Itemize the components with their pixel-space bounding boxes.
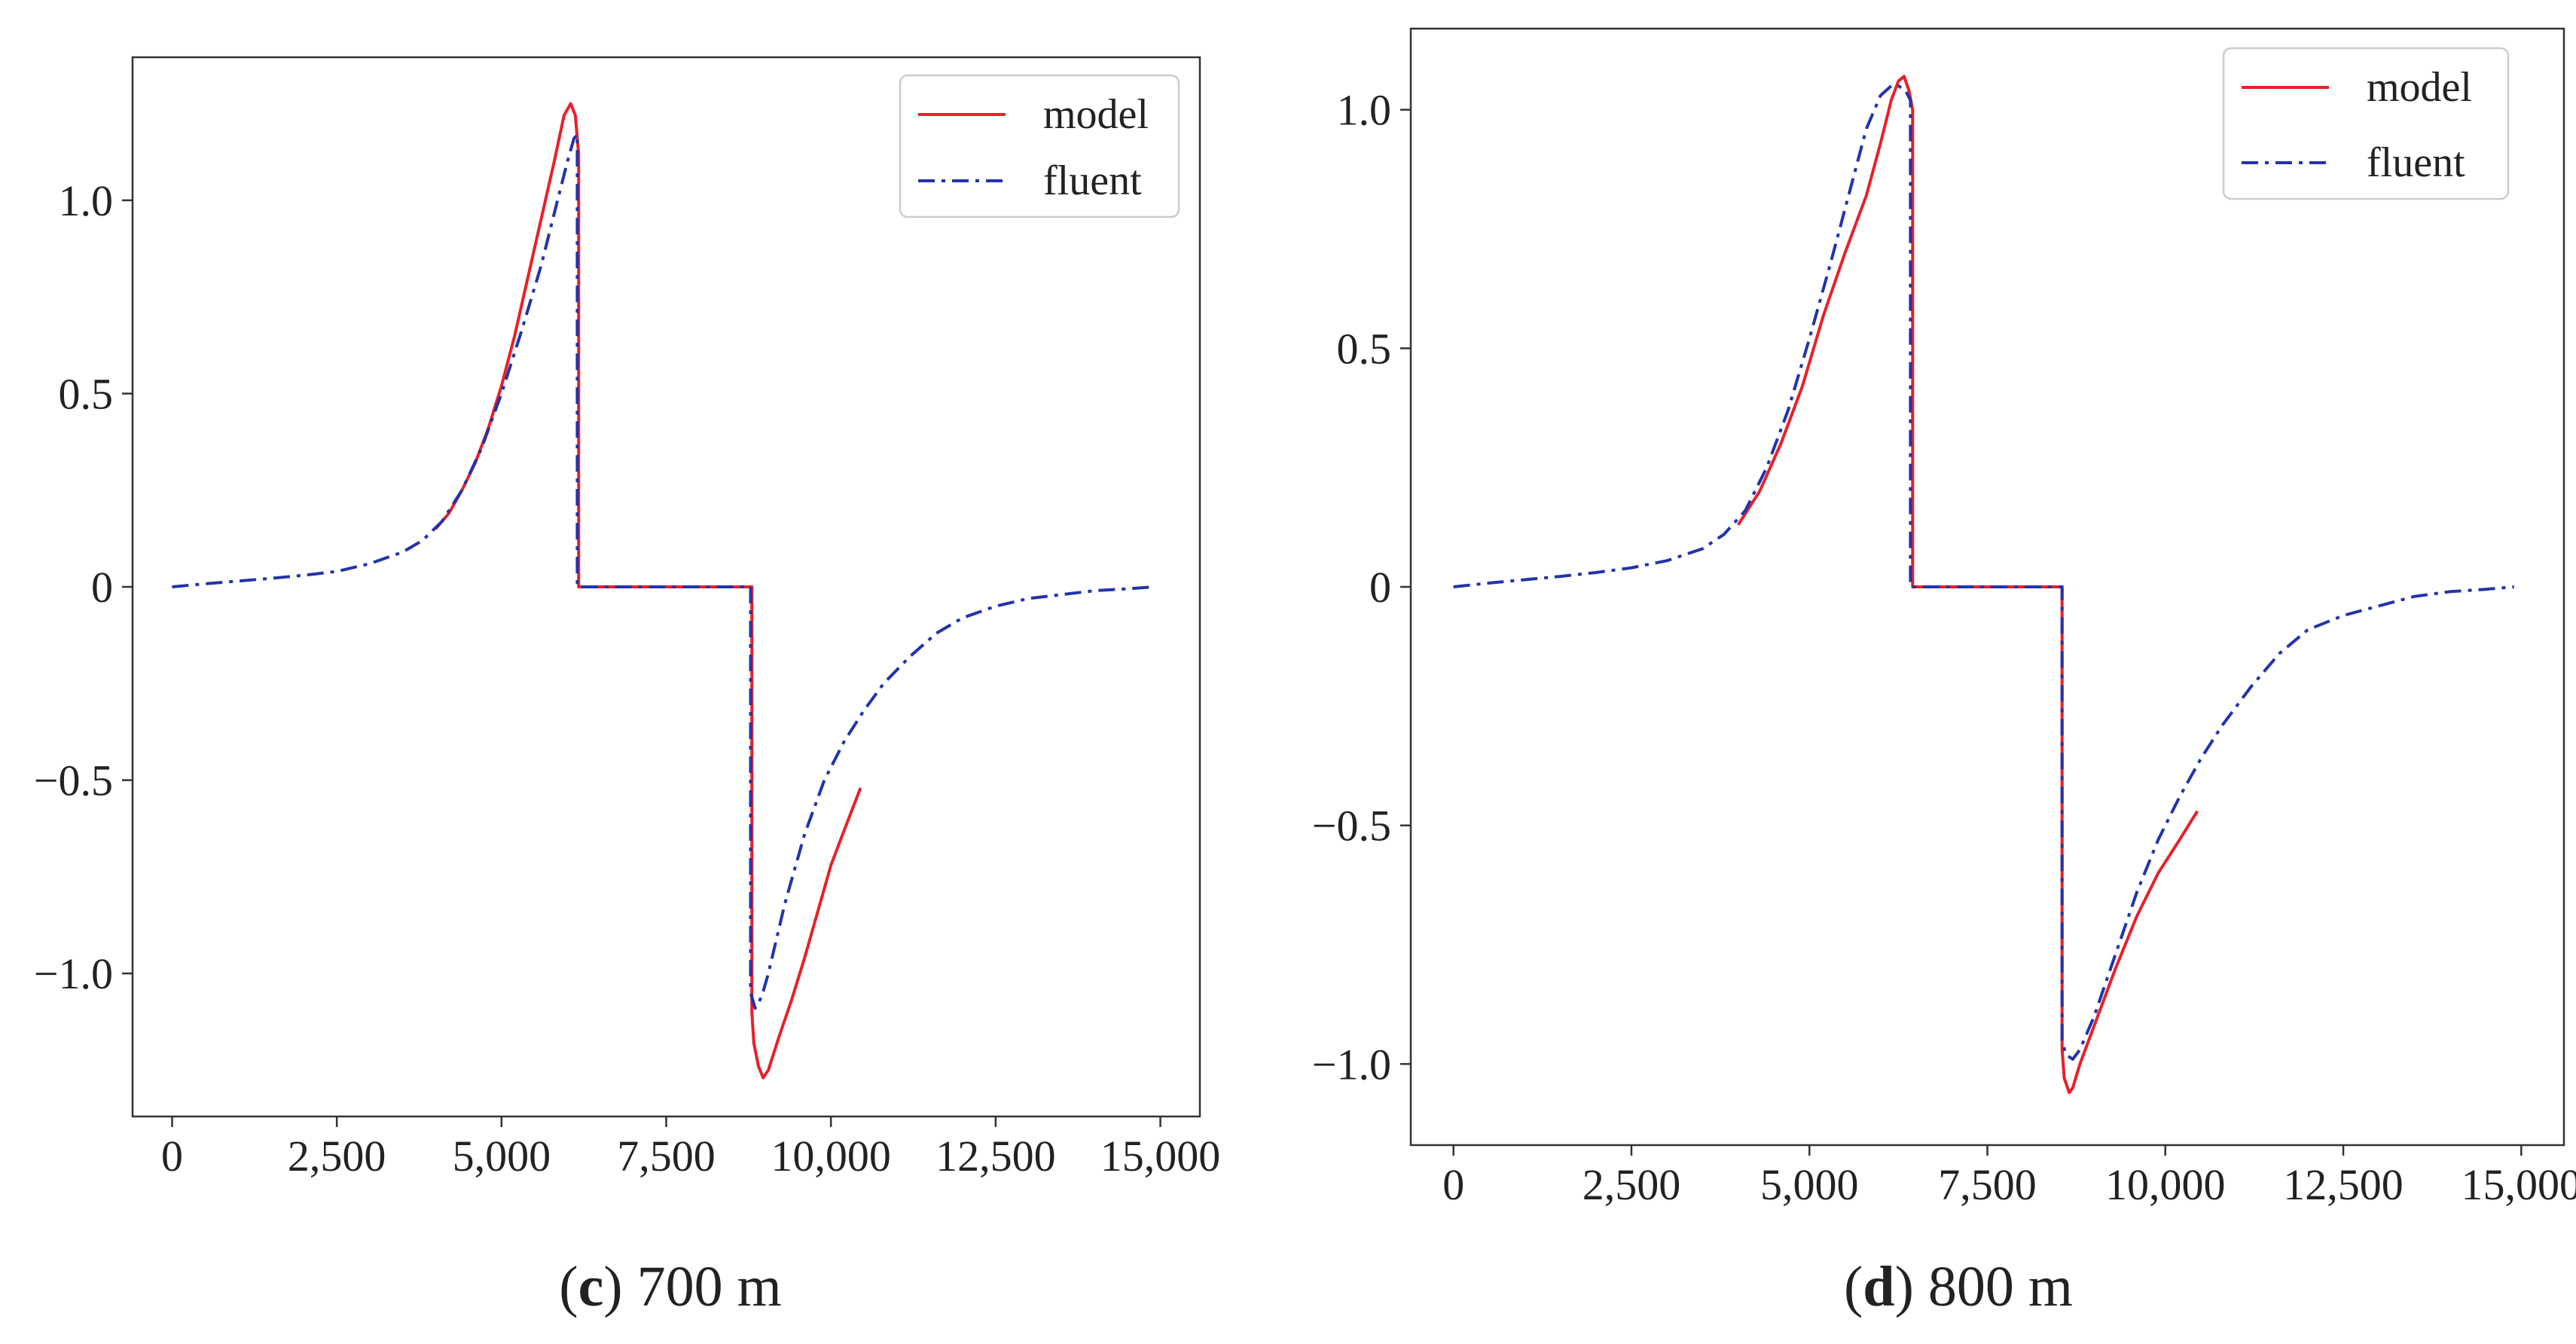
caption-d: (d) 800 m	[1843, 1255, 2074, 1318]
x-tick-label: 15,000	[1100, 1132, 1221, 1181]
series-line-fluent	[172, 133, 1154, 1010]
legend-label-fluent: fluent	[2367, 139, 2465, 186]
x-tick-label: 2,500	[288, 1132, 386, 1181]
x-tick-label: 10,000	[2105, 1160, 2226, 1209]
y-tick-label: −1.0	[1312, 1040, 1391, 1089]
x-tick-label: 0	[1442, 1160, 1464, 1209]
x-tick-label: 5,000	[1760, 1160, 1859, 1209]
y-tick-label: 0	[1369, 563, 1391, 612]
series-line-model	[434, 102, 862, 1080]
legend-label-fluent: fluent	[1043, 157, 1142, 204]
y-tick-label: 0.5	[59, 369, 114, 418]
y-tick-label: 0	[91, 563, 113, 612]
chart-panel-c: 0 2,500 5,000 7,500 10,000 12,500 15,000 −1.0 −0…	[34, 56, 1221, 1181]
x-tick-label: 7,500	[1938, 1160, 2037, 1209]
y-tick-label: −0.5	[34, 756, 113, 805]
caption-c: (c) 700 m	[559, 1255, 782, 1318]
series-line-model	[1737, 75, 2199, 1095]
legend-label-model: model	[2367, 64, 2472, 111]
x-tick-label: 10,000	[771, 1132, 891, 1181]
y-tick-label: 1.0	[1337, 86, 1392, 135]
y-tick-label: 1.0	[59, 176, 114, 225]
y-tick-label: −1.0	[34, 949, 113, 998]
chart-panel-d: 0 2,500 5,000 7,500 10,000 12,500 15,000 −1.0 −0…	[1312, 27, 2576, 1209]
x-tick-label: 5,000	[453, 1132, 551, 1181]
x-tick-label: 7,500	[617, 1132, 716, 1181]
x-tick-label: 0	[161, 1132, 183, 1181]
series-line-fluent	[1453, 84, 2514, 1061]
legend-box	[899, 74, 1180, 218]
legend-label-model: model	[1043, 91, 1149, 138]
x-tick-label: 12,500	[2283, 1160, 2404, 1209]
y-tick-label: 0.5	[1337, 324, 1392, 373]
y-tick-label: −0.5	[1312, 802, 1391, 851]
x-tick-label: 12,500	[935, 1132, 1056, 1181]
x-tick-label: 15,000	[2462, 1160, 2576, 1209]
x-tick-label: 2,500	[1583, 1160, 1681, 1209]
